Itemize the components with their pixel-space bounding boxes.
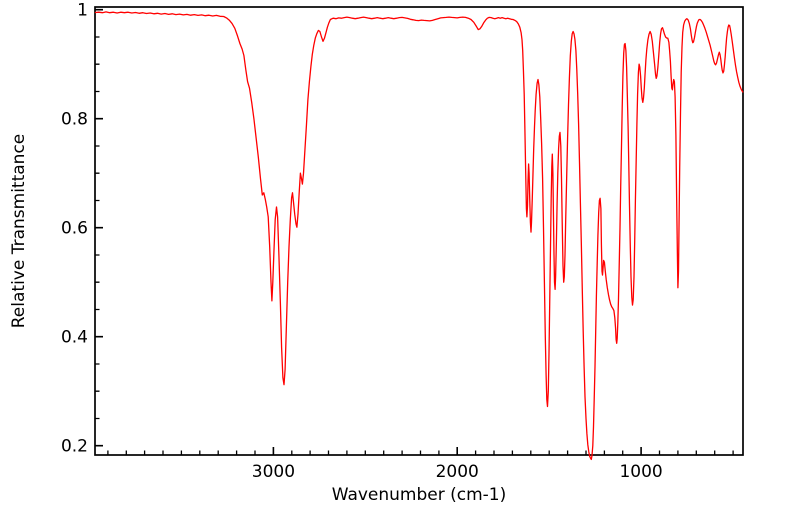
minor-tick-marks (95, 36, 734, 455)
y-tick-label: 0.8 (61, 110, 88, 130)
y-tick-label: 0.2 (61, 437, 88, 457)
x-tick-label: 1000 (619, 462, 662, 482)
x-tick-label: 3000 (252, 462, 295, 482)
y-tick-label: 1 (77, 1, 88, 21)
x-tick-label: 2000 (436, 462, 479, 482)
plot-frame (94, 6, 744, 456)
x-axis-title: Wavenumber (cm-1) (332, 485, 507, 505)
y-axis-title: Relative Transmittance (9, 134, 29, 329)
x-tick-labels: 3000 2000 1000 (252, 462, 663, 482)
spectrum-line (94, 11, 744, 461)
y-tick-label: 0.6 (61, 219, 88, 239)
y-tick-labels: 1 0.8 0.6 0.4 0.2 (61, 1, 88, 457)
y-tick-label: 0.4 (61, 328, 88, 348)
major-tick-marks (95, 8, 642, 455)
